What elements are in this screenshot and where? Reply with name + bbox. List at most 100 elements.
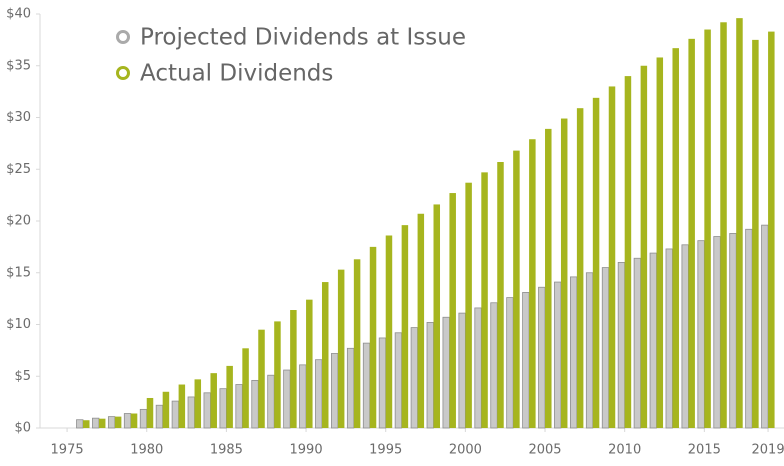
bar <box>624 76 632 428</box>
bar <box>155 404 164 429</box>
bar <box>458 312 466 429</box>
bar <box>378 337 387 429</box>
y-tick-label: $35 <box>6 58 31 73</box>
bar <box>315 359 323 429</box>
y-tick-label: $5 <box>14 369 31 384</box>
bar <box>139 408 148 429</box>
bar <box>592 97 600 429</box>
bar <box>474 307 482 429</box>
bar <box>449 193 456 428</box>
bar <box>242 348 249 428</box>
x-tick-label: 1995 <box>369 443 402 458</box>
bar <box>210 373 217 428</box>
bar <box>258 329 265 428</box>
bar <box>576 108 584 428</box>
bar <box>761 224 769 429</box>
bar <box>465 182 472 428</box>
bar <box>729 233 737 429</box>
x-tick-label: 2010 <box>608 443 641 458</box>
bar <box>353 259 361 428</box>
bar <box>672 48 679 428</box>
y-tick-label: $15 <box>6 265 31 280</box>
bar <box>513 150 520 428</box>
bar <box>481 172 488 428</box>
bar <box>560 118 568 428</box>
bar <box>299 364 307 429</box>
bar <box>681 244 689 429</box>
bar <box>306 299 313 428</box>
y-tick-label: $25 <box>6 162 31 177</box>
bar <box>554 281 562 429</box>
bar <box>123 413 132 429</box>
bar <box>226 365 233 428</box>
bar <box>433 204 441 428</box>
bar <box>417 213 425 428</box>
x-tick-label: 2005 <box>528 443 561 458</box>
bar <box>385 235 393 428</box>
bar <box>656 57 664 428</box>
bar <box>688 38 695 429</box>
bar <box>640 65 648 428</box>
y-tick-label: $40 <box>6 7 31 22</box>
bar <box>362 342 371 429</box>
bar <box>162 391 170 428</box>
bar <box>497 162 504 428</box>
y-tick-label: $10 <box>6 317 31 332</box>
x-tick-label: 2015 <box>688 443 721 458</box>
y-tick-label: $30 <box>6 110 31 125</box>
bar <box>114 416 122 428</box>
bar <box>130 413 138 428</box>
bar <box>251 379 259 429</box>
bar <box>178 384 186 428</box>
bar <box>490 302 498 429</box>
bar <box>283 369 291 429</box>
x-tick-label: 2019 <box>752 443 784 458</box>
bar <box>187 396 195 429</box>
bar <box>529 139 536 429</box>
legend-label: Actual Dividends <box>140 61 333 87</box>
bar <box>235 384 243 429</box>
x-tick-label: 1985 <box>210 443 243 458</box>
x-tick-label: 1990 <box>290 443 323 458</box>
x-tick-label: 2000 <box>449 443 482 458</box>
bar <box>426 322 434 429</box>
bar <box>649 252 657 429</box>
bar <box>538 286 546 429</box>
bar <box>267 374 275 429</box>
bar <box>410 327 418 429</box>
bar <box>194 379 202 428</box>
bar <box>442 316 450 429</box>
bar <box>394 332 403 429</box>
bar <box>146 397 154 428</box>
bar <box>337 269 345 428</box>
bar <box>346 347 355 429</box>
bar <box>745 228 753 429</box>
bar <box>321 282 329 428</box>
bar <box>704 29 711 429</box>
y-tick-label: $20 <box>6 214 31 229</box>
bar <box>92 417 100 429</box>
bar <box>219 388 227 429</box>
x-tick-label: 1975 <box>51 443 84 458</box>
bar <box>608 86 616 428</box>
bar <box>601 267 610 429</box>
y-tick-label: $0 <box>14 421 31 436</box>
x-tick-label: 1980 <box>130 443 163 458</box>
bar <box>171 400 180 429</box>
bar <box>369 246 377 428</box>
bar <box>522 292 530 429</box>
bar <box>401 225 409 428</box>
legend-label: Projected Dividends at Issue <box>140 25 466 51</box>
bar <box>506 297 514 429</box>
bar <box>76 419 84 429</box>
bar <box>768 31 775 428</box>
bar <box>752 39 759 428</box>
bar <box>720 22 727 429</box>
bar <box>107 416 116 429</box>
bar <box>633 257 642 429</box>
legend-marker <box>116 30 130 44</box>
bar <box>98 418 106 428</box>
bar <box>569 276 578 429</box>
bar <box>203 392 211 429</box>
